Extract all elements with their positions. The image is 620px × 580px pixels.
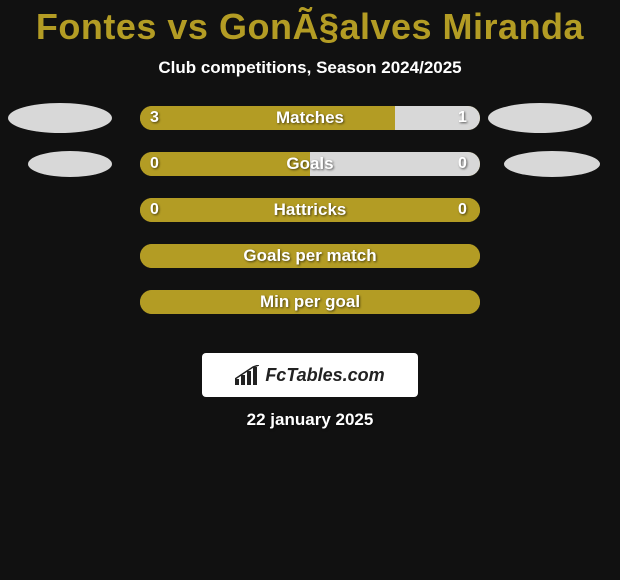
stats-rows: Matches31Goals00Hattricks00Goals per mat… (0, 106, 620, 336)
stat-bar-track (140, 244, 480, 268)
stat-bar-left (140, 290, 480, 314)
stat-bar-left (140, 198, 480, 222)
stat-row: Matches31 (0, 106, 620, 152)
player-left-ellipse (8, 103, 112, 133)
stat-bar-track (140, 290, 480, 314)
source-badge: FcTables.com (202, 353, 418, 397)
stat-bar-left (140, 152, 310, 176)
player-left-ellipse (28, 151, 112, 177)
stat-bar-right (395, 106, 480, 130)
bar-chart-icon (235, 365, 259, 385)
source-badge-text: FcTables.com (265, 365, 384, 386)
page-title: Fontes vs GonÃ§alves Miranda (0, 0, 620, 48)
stat-bar-left (140, 244, 480, 268)
stat-bar-track (140, 106, 480, 130)
stat-bar-right (310, 152, 480, 176)
stat-row: Goals00 (0, 152, 620, 198)
stat-row: Min per goal (0, 290, 620, 336)
comparison-infographic: Fontes vs GonÃ§alves Miranda Club compet… (0, 0, 620, 580)
stat-bar-track (140, 152, 480, 176)
stat-bar-left (140, 106, 395, 130)
date-text: 22 january 2025 (0, 410, 620, 430)
stat-bar-track (140, 198, 480, 222)
stat-row: Goals per match (0, 244, 620, 290)
stat-row: Hattricks00 (0, 198, 620, 244)
player-right-ellipse (504, 151, 600, 177)
player-right-ellipse (488, 103, 592, 133)
page-subtitle: Club competitions, Season 2024/2025 (0, 58, 620, 78)
